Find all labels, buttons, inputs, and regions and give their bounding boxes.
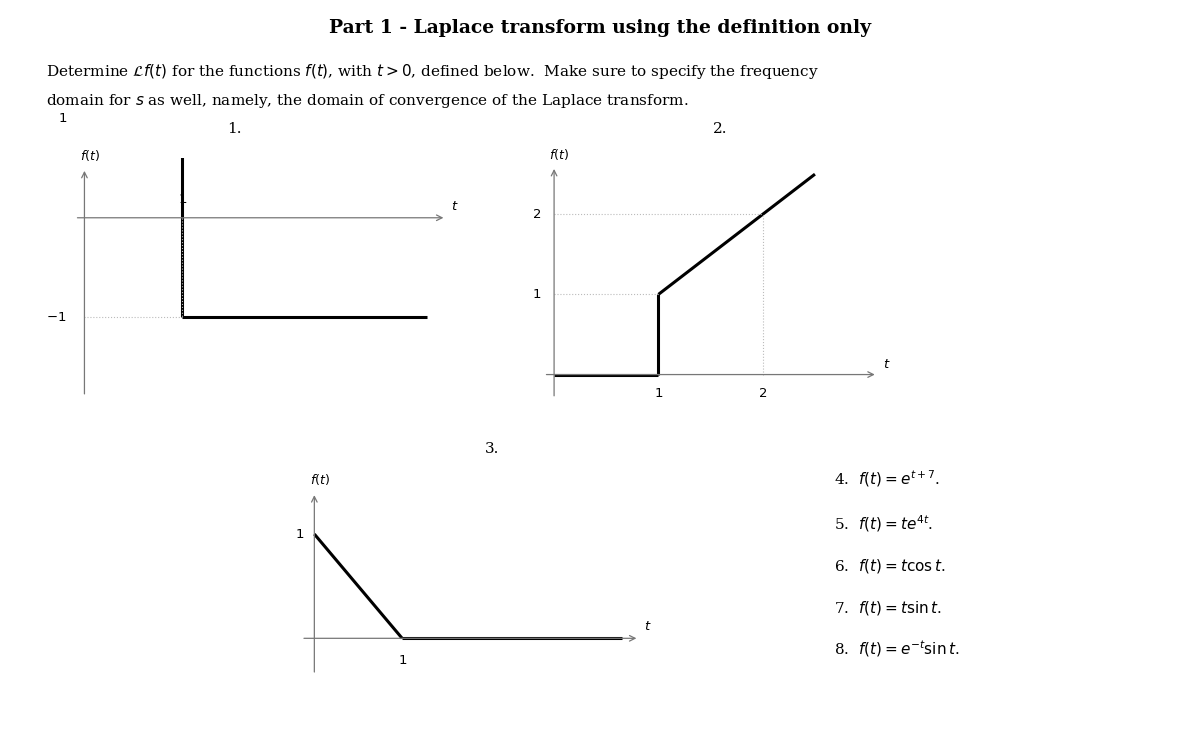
Text: $1$: $1$ xyxy=(58,112,67,125)
Text: $f(t)$: $f(t)$ xyxy=(79,148,100,163)
Text: $1$: $1$ xyxy=(294,528,304,541)
Text: $f(t)$: $f(t)$ xyxy=(548,147,569,162)
Text: $1$: $1$ xyxy=(178,193,187,206)
Text: 2.: 2. xyxy=(713,121,727,136)
Text: $2$: $2$ xyxy=(533,208,541,221)
Text: domain for $s$ as well, namely, the domain of convergence of the Laplace transfo: domain for $s$ as well, namely, the doma… xyxy=(46,92,689,110)
Text: Part 1 - Laplace transform using the definition only: Part 1 - Laplace transform using the def… xyxy=(329,19,871,37)
Text: $t$: $t$ xyxy=(451,200,458,213)
Text: 1.: 1. xyxy=(227,121,241,136)
Text: $1$: $1$ xyxy=(654,386,664,400)
Text: 8.  $f(t) = e^{-t}\sin t$.: 8. $f(t) = e^{-t}\sin t$. xyxy=(834,639,960,660)
Text: Determine $\mathcal{L}f(t)$ for the functions $f(t)$, with $t > 0$, defined belo: Determine $\mathcal{L}f(t)$ for the func… xyxy=(46,62,818,81)
Text: 6.  $f(t) = t\cos t$.: 6. $f(t) = t\cos t$. xyxy=(834,557,946,575)
Text: $1$: $1$ xyxy=(533,288,541,301)
Text: $t$: $t$ xyxy=(643,620,652,633)
Text: 7.  $f(t) = t\sin t$.: 7. $f(t) = t\sin t$. xyxy=(834,599,942,617)
Text: $f(t)$: $f(t)$ xyxy=(310,472,330,487)
Text: 3.: 3. xyxy=(485,441,499,456)
Text: 4.  $f(t) = e^{t+7}$.: 4. $f(t) = e^{t+7}$. xyxy=(834,468,941,489)
Text: 5.  $f(t) = te^{4t}$.: 5. $f(t) = te^{4t}$. xyxy=(834,513,934,534)
Text: $t$: $t$ xyxy=(883,358,890,370)
Text: $-1$: $-1$ xyxy=(47,311,67,324)
Text: $1$: $1$ xyxy=(397,654,407,667)
Text: $2$: $2$ xyxy=(758,386,767,400)
